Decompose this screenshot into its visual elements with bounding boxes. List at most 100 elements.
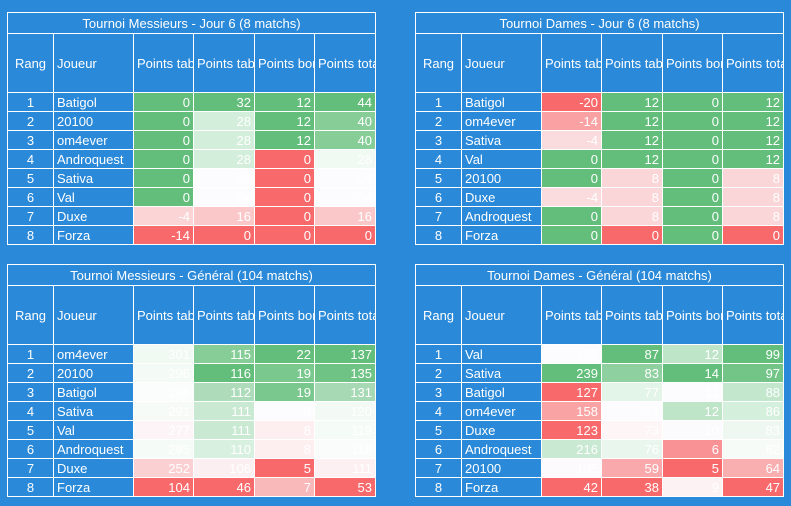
player-name-cell: Sativa [461,363,542,383]
value-cell: 38 [601,477,663,497]
value-cell: 32 [193,92,255,112]
header-col-1: Points tableau max [133,285,194,345]
value-cell: 120 [313,401,377,421]
table-row: 8 Forza 42 38 9 47 [415,477,785,497]
header-col-4: Points totaux [314,33,376,93]
table-row: 6 Androquest 295 110 8 118 [7,439,377,459]
value-cell: 77 [601,382,663,402]
value-cell: 12 [601,92,663,112]
rank-cell: 4 [415,149,462,169]
header-player: Joueur [461,285,542,345]
value-cell: 19 [254,382,315,402]
player-name-cell: Duxe [53,458,134,478]
player-name-cell: Val [53,420,134,440]
player-name-cell: Sativa [53,168,134,188]
value-cell: 73 [601,420,663,440]
rank-cell: 7 [7,206,54,226]
player-name-cell: Forza [461,225,542,245]
value-cell: 0 [662,149,723,169]
rank-cell: 2 [7,111,54,131]
value-cell: 12 [601,111,663,131]
value-cell: 0 [314,225,376,245]
value-cell: 12 [601,130,663,150]
rank-cell: 1 [415,92,462,112]
rank-cell: 1 [7,344,54,364]
value-cell: 24 [314,168,376,188]
player-name-cell: om4ever [53,344,134,364]
value-cell: 0 [541,206,602,226]
value-cell: 74 [601,401,663,421]
value-cell: 8 [721,168,785,188]
value-cell: 12 [254,130,315,150]
value-cell: 0 [662,111,723,131]
value-cell: 158 [541,401,602,421]
value-cell: 24 [193,168,255,188]
value-cell: 0 [541,149,602,169]
table-row: 3 Sativa -4 12 0 12 [415,130,785,150]
header-player: Joueur [53,285,134,345]
value-cell: 0 [662,225,723,245]
value-cell: 12 [254,92,315,112]
value-cell: 0 [662,187,723,207]
table-title: Tournoi Dames - Jour 6 (8 matchs) [414,12,785,34]
value-cell: 9 [662,477,723,497]
value-cell: 28 [193,130,255,150]
player-name-cell: om4ever [461,401,542,421]
value-cell: 5 [254,458,315,478]
player-name-cell: Val [53,187,134,207]
player-name-cell: Duxe [461,187,542,207]
player-name-cell: Batigol [461,382,542,402]
value-cell: 12 [601,149,663,169]
table-row: 7 20100 195 59 5 64 [415,458,785,478]
value-cell: 8 [601,206,663,226]
table-title: Tournoi Messieurs - Jour 6 (8 matchs) [7,12,376,34]
header-col-1: Points tableau perdus [541,33,602,93]
table-row: 3 om4ever 0 28 12 40 [7,130,376,150]
rank-cell: 6 [415,439,462,459]
header-col-4: Points totaux [721,285,785,345]
value-cell: 22 [254,344,315,364]
rank-cell: 3 [415,382,462,402]
value-cell: -20 [541,92,602,112]
table-men-day: Tournoi Messieurs - Jour 6 (8 matchs) Ra… [7,12,376,245]
value-cell: 14 [662,363,723,383]
table-row: 3 Batigol 288 112 19 131 [7,382,377,402]
value-cell: 296 [133,363,194,383]
value-cell: 0 [541,225,602,245]
player-name-cell: Androquest [53,439,134,459]
header-row: Rang Joueur Points tableau perdus Points… [7,33,376,93]
value-cell: 97 [721,363,785,383]
value-cell: 110 [193,439,255,459]
value-cell: 86 [721,401,785,421]
value-cell: 0 [133,92,194,112]
player-name-cell: Val [461,149,542,169]
value-cell: -4 [133,206,194,226]
value-cell: 0 [254,149,315,169]
table-row: 2 om4ever -14 12 0 12 [415,111,785,131]
value-cell: 24 [193,187,255,207]
rank-cell: 4 [7,401,54,421]
player-name-cell: 20100 [53,363,134,383]
value-cell: 193 [541,344,602,364]
value-cell: 0 [662,168,723,188]
value-cell: 76 [601,439,663,459]
player-name-cell: om4ever [461,111,542,131]
value-cell: 6 [662,439,723,459]
value-cell: 0 [133,149,194,169]
value-cell: 46 [193,477,255,497]
value-cell: 0 [193,225,255,245]
table-title: Tournoi Messieurs - Général (104 matchs) [6,264,377,286]
value-cell: 8 [601,168,663,188]
value-cell: 118 [313,439,377,459]
value-cell: 0 [254,206,315,226]
header-col-3: Points bonus [662,33,723,93]
value-cell: 288 [133,382,194,402]
value-cell: 115 [193,344,255,364]
rank-cell: 2 [7,363,54,383]
table-row: 3 Batigol 127 77 11 88 [415,382,785,402]
value-cell: 12 [721,130,785,150]
value-cell: 216 [541,439,602,459]
rank-cell: 7 [415,206,462,226]
value-cell: -14 [541,111,602,131]
table-row: 2 20100 296 116 19 135 [7,363,377,383]
